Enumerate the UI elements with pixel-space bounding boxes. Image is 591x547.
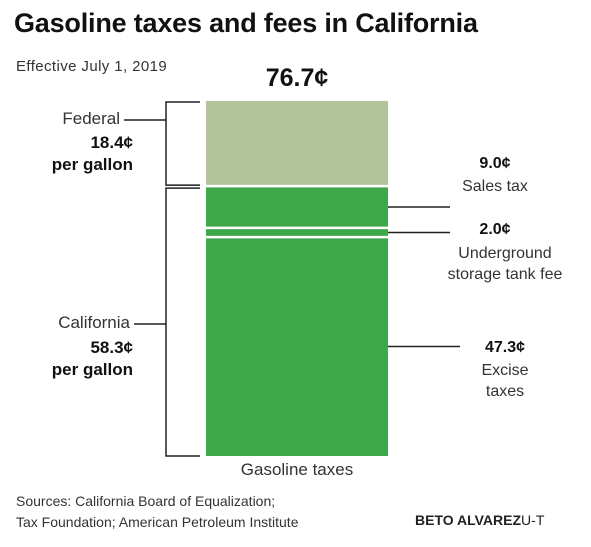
excise-segment — [206, 237, 388, 456]
source-line-1: Sources: California Board of Equalizatio… — [16, 493, 276, 509]
excise-value: 47.3¢ — [484, 339, 526, 356]
excise-label-line2: taxes — [485, 383, 525, 400]
california-group-amount: 58.3¢ — [90, 338, 133, 357]
federal-group-per: per gallon — [51, 155, 133, 174]
sales-tax-label: Sales tax — [462, 178, 528, 195]
chart-subtitle: Effective July 1, 2019 — [16, 58, 168, 75]
federal-group-label: Federal — [62, 109, 120, 128]
credit-org: U-T — [521, 512, 545, 528]
category-label: Gasoline taxes — [240, 460, 354, 479]
total-value-label: 76.7¢ — [265, 64, 329, 92]
source-line-2: Tax Foundation; American Petroleum Insti… — [16, 514, 299, 530]
storage-fee-value: 2.0¢ — [479, 221, 511, 238]
federal-bracket — [165, 101, 200, 186]
credit-name: BETO ALVAREZ — [415, 512, 522, 528]
chart-title: Gasoline taxes and fees in California — [14, 8, 478, 38]
storage-fee-label-line1: Underground — [458, 245, 552, 262]
federal-segment — [206, 101, 388, 187]
excise-label-line1: Excise — [481, 362, 529, 379]
sales-tax-segment — [206, 186, 388, 228]
california-group-label: California — [58, 313, 130, 332]
california-bracket — [165, 187, 200, 457]
federal-group-amount: 18.4¢ — [90, 133, 133, 152]
sales-tax-value: 9.0¢ — [479, 155, 511, 172]
credit-line: BETO ALVAREZU-T — [415, 512, 544, 528]
storage-fee-segment — [206, 227, 388, 238]
california-group-per: per gallon — [51, 360, 133, 379]
storage-fee-label-line2: storage tank fee — [447, 266, 563, 283]
source-note: Sources: California Board of Equalizatio… — [16, 491, 298, 533]
